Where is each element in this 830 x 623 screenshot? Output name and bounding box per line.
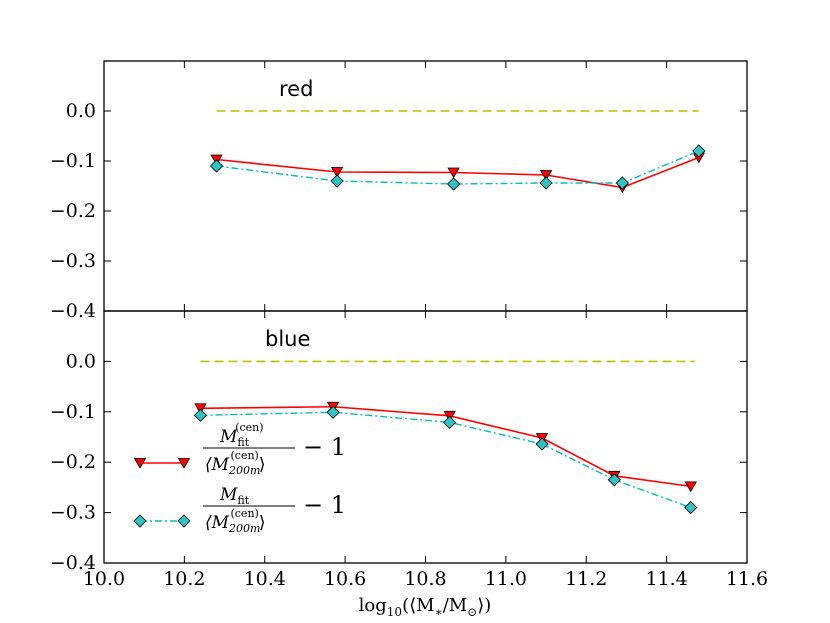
legend-suffix: − 1 [303, 491, 346, 519]
panel-red: 0.0 −0.1 −0.2 −0.3 −0.4 red [50, 60, 748, 322]
series-line-fit-200m [200, 411, 691, 509]
x-tick-label: 10.2 [163, 568, 205, 590]
data-point-diamond [535, 437, 549, 451]
y-tick-label: −0.3 [50, 250, 96, 272]
y-tick-label: −0.3 [50, 502, 96, 524]
y-tick-label: −0.4 [50, 300, 96, 322]
legend-denominator: ⟨M200m(cen)⟩ [205, 507, 265, 535]
y-tick-label: 0.0 [66, 100, 96, 122]
x-tick-label: 10.4 [244, 568, 286, 590]
data-point-triangle [447, 167, 460, 179]
x-tick-label: 10.8 [404, 568, 446, 590]
x-tick-label: 11.2 [565, 568, 607, 590]
y-tick-label: 0.0 [66, 350, 96, 372]
panel-label-red: red [279, 77, 313, 101]
data-point-triangle [194, 403, 207, 415]
data-point-diamond [447, 177, 461, 191]
x-tick-label: 11.0 [485, 568, 527, 590]
data-point-diamond [692, 144, 706, 158]
y-tick-label: −0.1 [50, 150, 96, 172]
data-point-diamond [443, 415, 457, 429]
data-point-triangle [330, 167, 344, 178]
legend: Mfit(cen)⟨M200m(cen)⟩− 1Mfit⟨M200m(cen)⟩… [133, 421, 346, 535]
data-point-diamond [209, 159, 224, 173]
y-tick-label: −0.4 [50, 552, 96, 574]
x-axis-label: log10(⟨M∗/M⊙⟩) [359, 595, 492, 619]
panel-blue: 0.0 −0.1 −0.2 −0.3 −0.4 blue [50, 310, 748, 574]
data-point-diamond [330, 174, 344, 188]
x-tick-label: 11.6 [726, 568, 768, 590]
data-point-diamond [684, 500, 698, 515]
series-line-fit-cen [216, 156, 700, 189]
data-point-diamond [326, 405, 340, 419]
x-axis: 10.0 10.2 10.4 10.6 10.8 11.0 11.2 11.4 11.6 log1… [83, 568, 768, 619]
x-tick-label: 10.6 [324, 568, 366, 590]
series-line-fit-200m [216, 150, 700, 185]
legend-marker-diamond [133, 514, 147, 528]
legend-numerator: Mfit [219, 485, 250, 507]
panel-label-blue: blue [265, 327, 310, 351]
legend-marker-triangle [133, 458, 147, 469]
data-point-diamond [539, 176, 553, 190]
data-point-diamond [607, 473, 621, 487]
data-point-triangle [684, 481, 697, 493]
legend-marker-diamond [177, 514, 191, 528]
data-point-diamond [193, 408, 208, 422]
data-point-triangle [539, 170, 553, 181]
plot-frame [103, 310, 748, 564]
y-tick-label: −0.2 [50, 451, 96, 473]
series-line-fit-cen [200, 405, 691, 488]
legend-denominator: ⟨M200m(cen)⟩ [205, 449, 265, 477]
y-tick-label: −0.1 [50, 401, 96, 423]
x-tick-label: 10.0 [83, 568, 125, 590]
y-tick-label: −0.2 [50, 200, 96, 222]
data-point-diamond [615, 176, 629, 190]
legend-numerator: Mfit(cen) [219, 421, 264, 449]
plot-frame [103, 60, 748, 312]
x-tick-label: 11.4 [645, 568, 687, 590]
legend-marker-triangle [177, 458, 191, 469]
legend-suffix: − 1 [303, 433, 346, 461]
